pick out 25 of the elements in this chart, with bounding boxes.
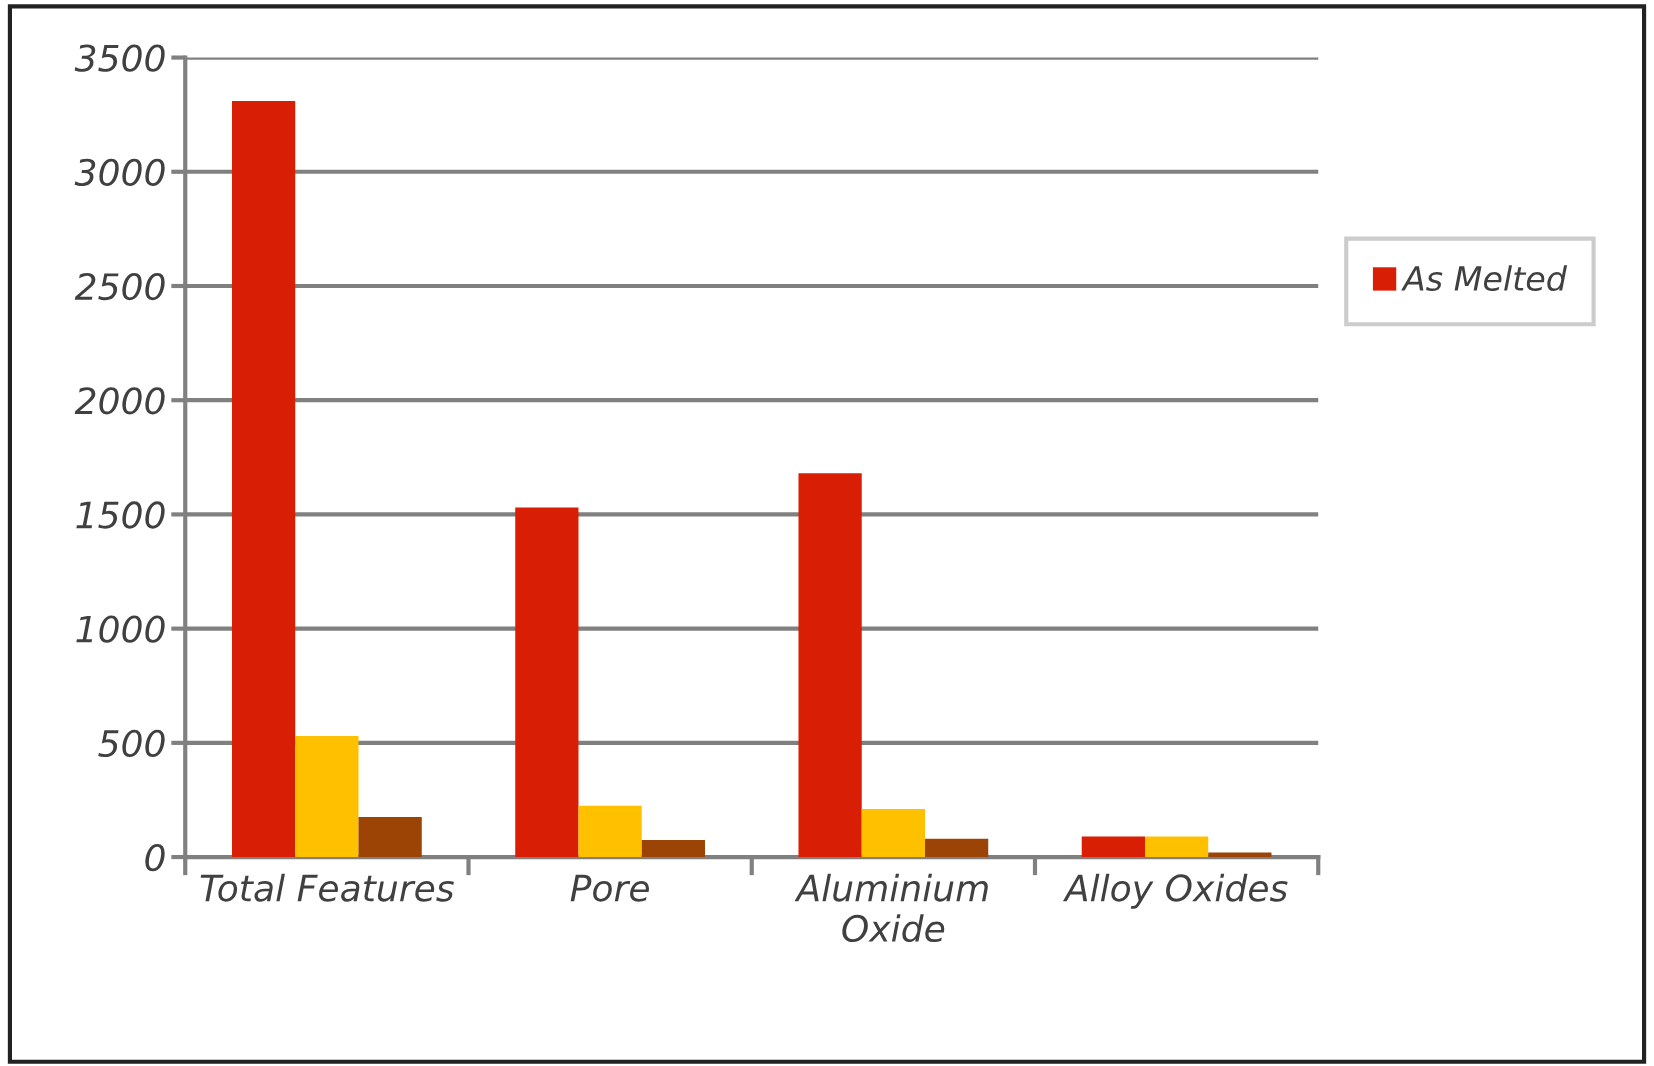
bar <box>798 473 862 858</box>
legend-label: As Melted <box>1401 265 1568 292</box>
y-tick-label: 2000 <box>74 387 165 415</box>
bar <box>515 507 579 858</box>
y-tick-label: 500 <box>98 729 165 758</box>
y-tick-label: 0 <box>145 843 165 872</box>
bar <box>231 100 296 858</box>
x-tick-label: Total Features <box>200 873 454 902</box>
y-tick-label: 3000 <box>74 158 165 187</box>
bar <box>925 838 989 858</box>
x-tick-label: Alloy Oxides <box>1062 873 1288 909</box>
x-tick-label: Aluminium Oxide <box>794 873 988 943</box>
y-tick-label: 1500 <box>76 501 165 529</box>
bar <box>1208 852 1272 858</box>
bar <box>358 817 422 858</box>
bar <box>578 805 642 858</box>
y-tick-label: 3500 <box>74 44 165 72</box>
bar <box>861 809 925 858</box>
bar <box>295 736 359 858</box>
y-tick-label: 1000 <box>76 615 165 643</box>
y-tick-label: 2500 <box>74 272 165 301</box>
bar <box>1144 836 1209 858</box>
bar <box>1081 836 1145 858</box>
x-tick-label: Pore <box>570 874 649 902</box>
bar <box>641 839 706 858</box>
